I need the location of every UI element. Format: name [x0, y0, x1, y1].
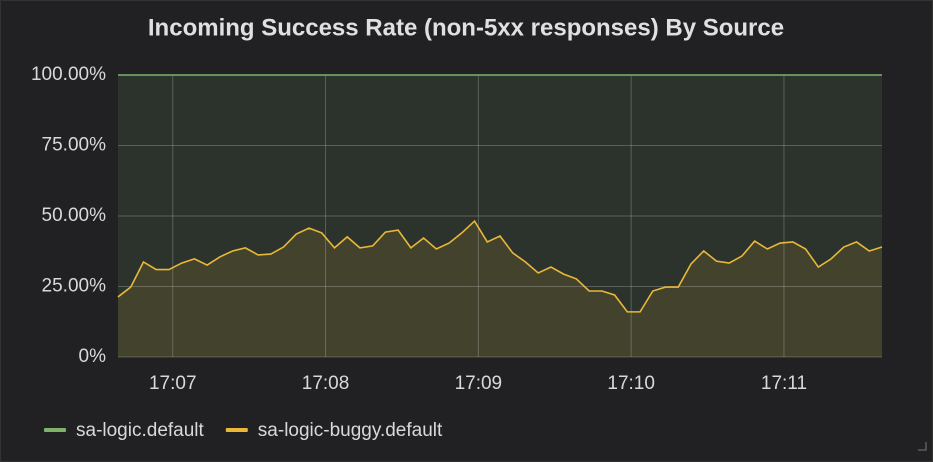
y-tick-label: 50.00% [42, 205, 107, 226]
y-tick-label: 25.00% [42, 276, 107, 297]
series-line [117, 219, 883, 313]
legend-label[interactable]: sa-logic-buggy.default [258, 420, 443, 441]
y-tick-label: 0% [79, 346, 107, 367]
series-area [118, 75, 882, 357]
x-tick-label: 17:11 [761, 373, 807, 394]
x-tick-label: 17:07 [149, 373, 197, 394]
y-tick-label: 75.00% [42, 135, 107, 156]
legend-swatch [44, 428, 66, 432]
x-tick-label: 17:10 [607, 373, 655, 394]
series-area [118, 221, 882, 357]
legend-swatch [225, 428, 248, 432]
resize-handle[interactable] [918, 442, 927, 451]
legend-label[interactable]: sa-logic.default [76, 420, 205, 441]
panel-title: Incoming Success Rate (non-5xx responses… [148, 14, 784, 41]
y-tick-label: 100.00% [31, 64, 106, 85]
x-tick-label: 17:09 [455, 373, 503, 394]
x-tick-label: 17:08 [302, 373, 350, 394]
